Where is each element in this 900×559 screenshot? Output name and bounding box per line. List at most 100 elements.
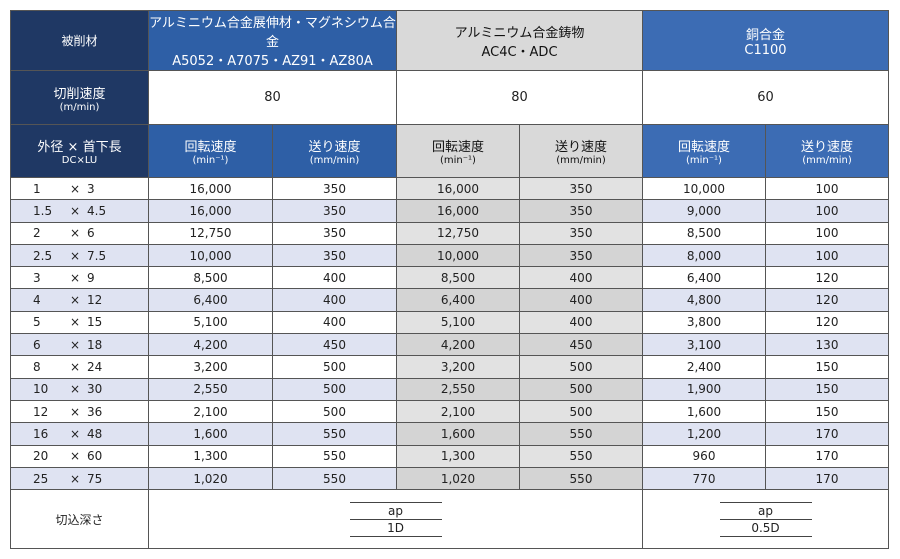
value-cell: 1,600 [642,399,766,424]
dc: 20 [33,449,49,464]
value-cell: 1,020 [148,466,273,491]
dc: 16 [33,426,49,441]
size: 2.5 × 7.5 [12,248,148,263]
value-cell: 100 [764,243,890,268]
lu: 75 [87,471,103,486]
value-cell: 2,550 [396,377,520,401]
value-cell: 500 [272,355,397,379]
column-header: 回転速度 (min⁻¹) [396,124,520,178]
data-row: 2.5 × 7.5 10,000 350 10,000 350 8,000 100 [10,243,890,268]
value-cell: 550 [272,466,397,491]
size: 6 × 18 [12,337,148,352]
value-cell: 450 [272,333,397,357]
size-sub: DC×LU [61,155,98,166]
size: 16 × 48 [12,426,148,441]
value-cell: 100 [764,199,890,223]
value-cell: 8,500 [148,266,273,290]
value-cell: 400 [272,266,397,290]
group-grades: AC4C・ADC [481,44,558,60]
value-cell: 3,200 [148,355,273,379]
value-cell: 3,100 [642,333,766,357]
data-row: 16 × 48 1,600 550 1,600 550 1,200 170 [10,422,890,446]
group-name: 銅合金 [746,27,786,43]
value-cell: 100 [764,221,890,245]
column-title: 送り速度 [554,140,607,155]
size: 20 × 60 [12,449,148,464]
size: 10 × 30 [12,382,148,396]
value-cell: 1,020 [396,466,520,491]
value-cell: 150 [764,355,890,379]
size-cell: 12 × 36 [10,399,149,424]
dc: 25 [33,471,49,486]
separator: × [69,426,81,441]
data-row: 1.5 × 4.5 16,000 350 16,000 350 9,000 100 [10,199,890,223]
depth-value: 1D [387,520,404,535]
size: 8 × 24 [12,360,148,375]
speed-title: 切削速度 [53,86,106,102]
speed-unit: (m/min) [59,101,100,113]
subheader-row: 外径 × 首下長 DC×LU 回転速度 (min⁻¹) 送り速度 (mm/min) 回転速度… [10,124,890,178]
separator: × [69,360,81,375]
data-row: 20 × 60 1,300 550 1,300 550 960 170 [10,444,890,468]
lu: 60 [87,449,103,464]
value-cell: 770 [642,466,766,491]
dc: 6 [33,337,41,352]
value-cell: 1,300 [148,444,273,468]
column-header: 送り速度 (mm/min) [272,124,397,178]
header-row: 被削材 アルミニウム合金展伸材・マグネシウム合金 A5052・A7075・AZ91・… [10,10,890,71]
group-header: 銅合金 C1100 [641,10,890,71]
size-cell: 1.5 × 4.5 [10,199,149,223]
column-unit: (mm/min) [802,155,852,166]
size-cell: 2 × 6 [10,221,149,245]
column-title: 回転速度 [184,140,237,155]
cutting-conditions-table: 被削材 アルミニウム合金展伸材・マグネシウム合金 A5052・A7075・AZ91・… [10,10,890,550]
value-cell: 150 [764,399,890,424]
data-row: 1 × 3 16,000 350 16,000 350 10,000 100 [10,176,890,201]
separator: × [69,337,81,352]
lu: 4.5 [87,203,107,218]
dc: 1.5 [33,203,53,218]
lu: 15 [87,315,103,330]
value-cell: 100 [764,176,890,201]
value-cell: 550 [272,444,397,468]
value-cell: 12,750 [148,221,273,245]
value-cell: 400 [272,310,397,335]
lu: 9 [87,270,95,285]
size: 5 × 15 [12,315,148,330]
value-cell: 500 [519,399,643,424]
size-cell: 3 × 9 [10,266,149,290]
data-row: 10 × 30 2,550 500 2,550 500 1,900 150 [10,377,890,401]
value-cell: 170 [764,466,890,491]
value-cell: 400 [519,288,643,312]
separator: × [69,270,81,285]
value-cell: 2,400 [642,355,766,379]
data-row: 3 × 9 8,500 400 8,500 400 6,400 120 [10,266,890,290]
column-unit: (mm/min) [556,155,606,166]
value-cell: 550 [519,422,643,446]
group-header: アルミニウム合金展伸材・マグネシウム合金 A5052・A7075・AZ91・AZ8… [148,10,397,71]
value-cell: 120 [764,288,890,312]
column-unit: (min⁻¹) [440,155,476,166]
dc: 8 [33,360,41,375]
data-row: 8 × 24 3,200 500 3,200 500 2,400 150 [10,355,890,379]
separator: × [69,449,81,464]
value-cell: 500 [272,377,397,401]
depth-cell: ap 1D [148,489,643,550]
group-name: アルミニウム合金展伸材・マグネシウム合金 [149,16,396,50]
size-cell: 25 × 75 [10,466,149,491]
value-cell: 10,000 [642,176,766,201]
value-cell: 120 [764,310,890,335]
data-row: 25 × 75 1,020 550 1,020 550 770 170 [10,466,890,491]
value-cell: 16,000 [396,176,520,201]
speed-value: 60 [641,70,890,125]
value-cell: 350 [272,221,397,245]
value-cell: 500 [519,377,643,401]
value-cell: 4,200 [148,333,273,357]
size: 1.5 × 4.5 [12,203,148,218]
size-cell: 2.5 × 7.5 [10,243,149,268]
lu: 36 [87,404,103,419]
lu: 7.5 [87,248,107,263]
size-cell: 1 × 3 [10,176,149,201]
depth-symbol: ap [719,503,812,520]
value-cell: 16,000 [396,199,520,223]
